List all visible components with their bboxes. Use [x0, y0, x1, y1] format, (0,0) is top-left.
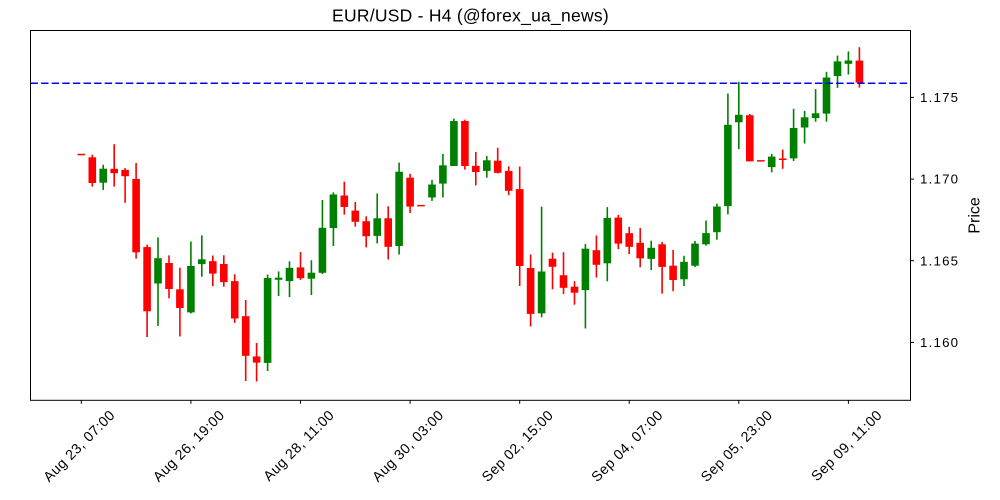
svg-text:1.160: 1.160 [920, 335, 959, 350]
svg-text:1.165: 1.165 [920, 253, 959, 268]
svg-text:1.175: 1.175 [920, 90, 959, 105]
svg-text:Price: Price [967, 197, 984, 234]
svg-text:EUR/USD - H4 (@forex_ua_news): EUR/USD - H4 (@forex_ua_news) [332, 6, 609, 27]
svg-text:1.170: 1.170 [920, 172, 959, 187]
